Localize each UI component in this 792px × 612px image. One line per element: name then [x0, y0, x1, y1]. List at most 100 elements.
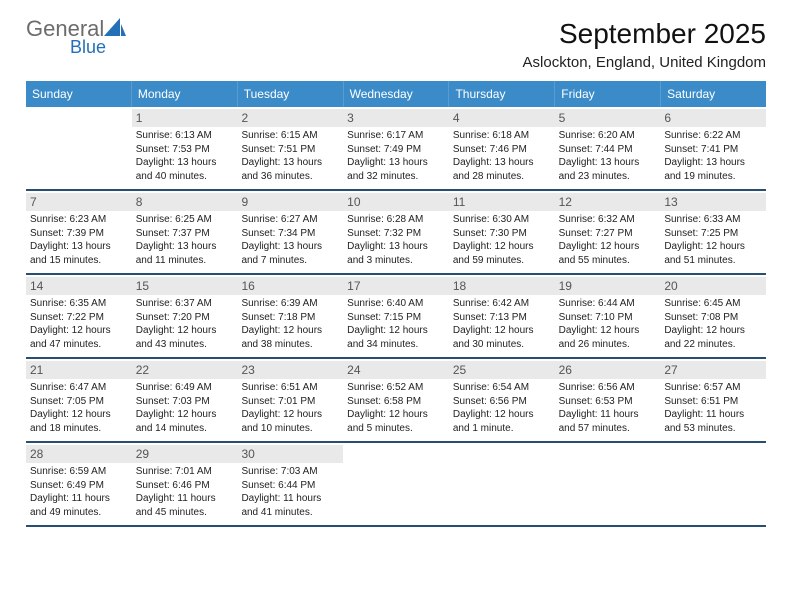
day-cell: 16 Sunrise: 6:39 AMSunset: 7:18 PMDayligh…	[237, 275, 343, 357]
day-number: 10	[343, 193, 449, 211]
day-details: Sunrise: 6:49 AMSunset: 7:03 PMDaylight:…	[136, 381, 234, 435]
day-number: 11	[449, 193, 555, 211]
day-details: Sunrise: 6:18 AMSunset: 7:46 PMDaylight:…	[453, 129, 551, 183]
day-number: 23	[237, 361, 343, 379]
day-cell: 22 Sunrise: 6:49 AMSunset: 7:03 PMDayligh…	[132, 359, 238, 441]
calendar-page: General Blue September 2025 Aslockton, E…	[0, 0, 792, 545]
weekday-header: Saturday	[661, 81, 766, 107]
day-cell	[449, 443, 555, 525]
day-details: Sunrise: 6:25 AMSunset: 7:37 PMDaylight:…	[136, 213, 234, 267]
day-cell	[660, 443, 766, 525]
day-cell: 2 Sunrise: 6:15 AMSunset: 7:51 PMDaylight…	[237, 107, 343, 189]
day-cell	[26, 107, 132, 189]
day-details: Sunrise: 6:56 AMSunset: 6:53 PMDaylight:…	[559, 381, 657, 435]
day-details: Sunrise: 6:59 AMSunset: 6:49 PMDaylight:…	[30, 465, 128, 519]
day-number: 29	[132, 445, 238, 463]
day-cell: 12Sunrise: 6:32 AMSunset: 7:27 PMDayligh…	[555, 191, 661, 273]
day-number: 2	[237, 109, 343, 127]
day-cell: 18 Sunrise: 6:42 AMSunset: 7:13 PMDayligh…	[449, 275, 555, 357]
day-number: 13	[660, 193, 766, 211]
day-number: 19	[555, 277, 661, 295]
day-number: 16	[237, 277, 343, 295]
week-row: 21Sunrise: 6:47 AMSunset: 7:05 PMDayligh…	[26, 359, 766, 443]
week-row: 7 Sunrise: 6:23 AMSunset: 7:39 PMDaylight…	[26, 191, 766, 275]
weekday-header: Tuesday	[238, 81, 344, 107]
week-row: 14 Sunrise: 6:35 AMSunset: 7:22 PMDayligh…	[26, 275, 766, 359]
day-number: 24	[343, 361, 449, 379]
day-details: Sunrise: 6:42 AMSunset: 7:13 PMDaylight:…	[453, 297, 551, 351]
day-cell: 1 Sunrise: 6:13 AMSunset: 7:53 PMDaylight…	[132, 107, 238, 189]
day-number: 27	[660, 361, 766, 379]
day-number: 4	[449, 109, 555, 127]
day-number: 1	[132, 109, 238, 127]
day-number: 20	[660, 277, 766, 295]
weekday-header: Friday	[555, 81, 661, 107]
day-cell: 14 Sunrise: 6:35 AMSunset: 7:22 PMDayligh…	[26, 275, 132, 357]
topbar: General Blue September 2025 Aslockton, E…	[26, 18, 766, 71]
brand-sail-icon	[104, 18, 126, 36]
day-details: Sunrise: 6:37 AMSunset: 7:20 PMDaylight:…	[136, 297, 234, 351]
day-number: 25	[449, 361, 555, 379]
day-cell: 27Sunrise: 6:57 AMSunset: 6:51 PMDayligh…	[660, 359, 766, 441]
weekday-header: Sunday	[26, 81, 132, 107]
day-cell: 8Sunrise: 6:25 AMSunset: 7:37 PMDaylight…	[132, 191, 238, 273]
day-details: Sunrise: 6:51 AMSunset: 7:01 PMDaylight:…	[241, 381, 339, 435]
day-cell: 21Sunrise: 6:47 AMSunset: 7:05 PMDayligh…	[26, 359, 132, 441]
day-cell: 24 Sunrise: 6:52 AMSunset: 6:58 PMDayligh…	[343, 359, 449, 441]
day-number: 18	[449, 277, 555, 295]
day-cell: 11 Sunrise: 6:30 AMSunset: 7:30 PMDayligh…	[449, 191, 555, 273]
day-details: Sunrise: 6:30 AMSunset: 7:30 PMDaylight:…	[453, 213, 551, 267]
weeks-container: 1 Sunrise: 6:13 AMSunset: 7:53 PMDaylight…	[26, 107, 766, 527]
month-title: September 2025	[523, 18, 766, 50]
week-row: 1 Sunrise: 6:13 AMSunset: 7:53 PMDaylight…	[26, 107, 766, 191]
day-details: Sunrise: 6:33 AMSunset: 7:25 PMDaylight:…	[664, 213, 762, 267]
weekday-header: Monday	[132, 81, 238, 107]
day-details: Sunrise: 6:27 AMSunset: 7:34 PMDaylight:…	[241, 213, 339, 267]
day-details: Sunrise: 6:13 AMSunset: 7:53 PMDaylight:…	[136, 129, 234, 183]
day-number: 17	[343, 277, 449, 295]
day-details: Sunrise: 6:39 AMSunset: 7:18 PMDaylight:…	[241, 297, 339, 351]
day-details: Sunrise: 6:45 AMSunset: 7:08 PMDaylight:…	[664, 297, 762, 351]
week-row: 28Sunrise: 6:59 AMSunset: 6:49 PMDayligh…	[26, 443, 766, 527]
day-cell: 7 Sunrise: 6:23 AMSunset: 7:39 PMDaylight…	[26, 191, 132, 273]
day-cell: 26Sunrise: 6:56 AMSunset: 6:53 PMDayligh…	[555, 359, 661, 441]
day-cell: 4 Sunrise: 6:18 AMSunset: 7:46 PMDaylight…	[449, 107, 555, 189]
weekday-header: Thursday	[449, 81, 555, 107]
day-number: 15	[132, 277, 238, 295]
day-details: Sunrise: 6:47 AMSunset: 7:05 PMDaylight:…	[30, 381, 128, 435]
day-details: Sunrise: 6:35 AMSunset: 7:22 PMDaylight:…	[30, 297, 128, 351]
weekday-header-row: SundayMondayTuesdayWednesdayThursdayFrid…	[26, 81, 766, 107]
location-subtitle: Aslockton, England, United Kingdom	[523, 54, 766, 71]
day-number: 5	[555, 109, 661, 127]
day-details: Sunrise: 6:15 AMSunset: 7:51 PMDaylight:…	[241, 129, 339, 183]
day-details: Sunrise: 6:32 AMSunset: 7:27 PMDaylight:…	[559, 213, 657, 267]
day-cell: 20 Sunrise: 6:45 AMSunset: 7:08 PMDayligh…	[660, 275, 766, 357]
brand-text: General Blue	[26, 18, 126, 56]
day-cell: 15 Sunrise: 6:37 AMSunset: 7:20 PMDayligh…	[132, 275, 238, 357]
day-number: 14	[26, 277, 132, 295]
calendar-grid: SundayMondayTuesdayWednesdayThursdayFrid…	[26, 81, 766, 527]
day-cell: 29 Sunrise: 7:01 AMSunset: 6:46 PMDayligh…	[132, 443, 238, 525]
day-details: Sunrise: 6:28 AMSunset: 7:32 PMDaylight:…	[347, 213, 445, 267]
day-details: Sunrise: 6:40 AMSunset: 7:15 PMDaylight:…	[347, 297, 445, 351]
day-details: Sunrise: 6:54 AMSunset: 6:56 PMDaylight:…	[453, 381, 551, 435]
day-number: 6	[660, 109, 766, 127]
day-details: Sunrise: 6:20 AMSunset: 7:44 PMDaylight:…	[559, 129, 657, 183]
day-details: Sunrise: 6:23 AMSunset: 7:39 PMDaylight:…	[30, 213, 128, 267]
title-block: September 2025 Aslockton, England, Unite…	[523, 18, 766, 71]
day-cell: 6Sunrise: 6:22 AMSunset: 7:41 PMDaylight…	[660, 107, 766, 189]
day-cell: 3Sunrise: 6:17 AMSunset: 7:49 PMDaylight…	[343, 107, 449, 189]
day-cell: 13 Sunrise: 6:33 AMSunset: 7:25 PMDayligh…	[660, 191, 766, 273]
day-details: Sunrise: 6:44 AMSunset: 7:10 PMDaylight:…	[559, 297, 657, 351]
day-number: 7	[26, 193, 132, 211]
day-cell: 23 Sunrise: 6:51 AMSunset: 7:01 PMDayligh…	[237, 359, 343, 441]
day-cell: 10 Sunrise: 6:28 AMSunset: 7:32 PMDayligh…	[343, 191, 449, 273]
day-cell: 28Sunrise: 6:59 AMSunset: 6:49 PMDayligh…	[26, 443, 132, 525]
day-number: 22	[132, 361, 238, 379]
day-details: Sunrise: 7:01 AMSunset: 6:46 PMDaylight:…	[136, 465, 234, 519]
day-cell: 25 Sunrise: 6:54 AMSunset: 6:56 PMDayligh…	[449, 359, 555, 441]
day-details: Sunrise: 7:03 AMSunset: 6:44 PMDaylight:…	[241, 465, 339, 519]
brand-word-2: Blue	[70, 38, 126, 56]
day-details: Sunrise: 6:52 AMSunset: 6:58 PMDaylight:…	[347, 381, 445, 435]
day-details: Sunrise: 6:17 AMSunset: 7:49 PMDaylight:…	[347, 129, 445, 183]
